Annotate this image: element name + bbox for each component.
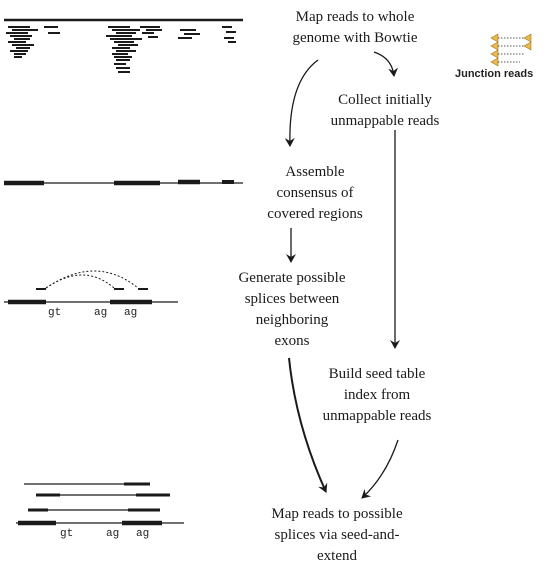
motif-donor: gt (48, 307, 62, 319)
step-build-seed-table: Build seed table index from unmappable r… (322, 366, 432, 424)
junction-reads-icon (490, 33, 532, 67)
flow-arrows (284, 51, 400, 499)
junction-reads-label: Junction reads (455, 68, 534, 80)
splice-candidate-track (4, 270, 178, 305)
genome-reads-pileup (4, 18, 243, 73)
arrow-generate-to-map (288, 357, 328, 493)
motif-donor: gt (60, 528, 74, 540)
motif-acceptor: ag (94, 307, 108, 319)
arrow-build-to-map (361, 439, 399, 499)
spliced-alignment-track (16, 482, 184, 526)
consensus-track (4, 179, 243, 186)
step-generate-splices: Generate possible splices between neighb… (238, 270, 346, 349)
step-map-whole-genome: Map reads to whole genome with Bowtie (292, 9, 418, 46)
step-collect-unmappable: Collect initially unmappable reads (330, 92, 440, 129)
step-assemble-consensus: Assemble consensus of covered regions (267, 164, 363, 222)
motif-acceptor: ag (136, 528, 150, 540)
splice-arc (45, 270, 139, 289)
arrow-map-to-collect (373, 51, 399, 77)
arrow-map-to-assemble (284, 59, 319, 147)
motif-acceptor: ag (106, 528, 120, 540)
step-map-seed-extend: Map reads to possible splices via seed-a… (271, 506, 403, 564)
motif-acceptor: ag (124, 307, 138, 319)
read-fragments (6, 26, 236, 73)
splice-arc (45, 274, 115, 289)
